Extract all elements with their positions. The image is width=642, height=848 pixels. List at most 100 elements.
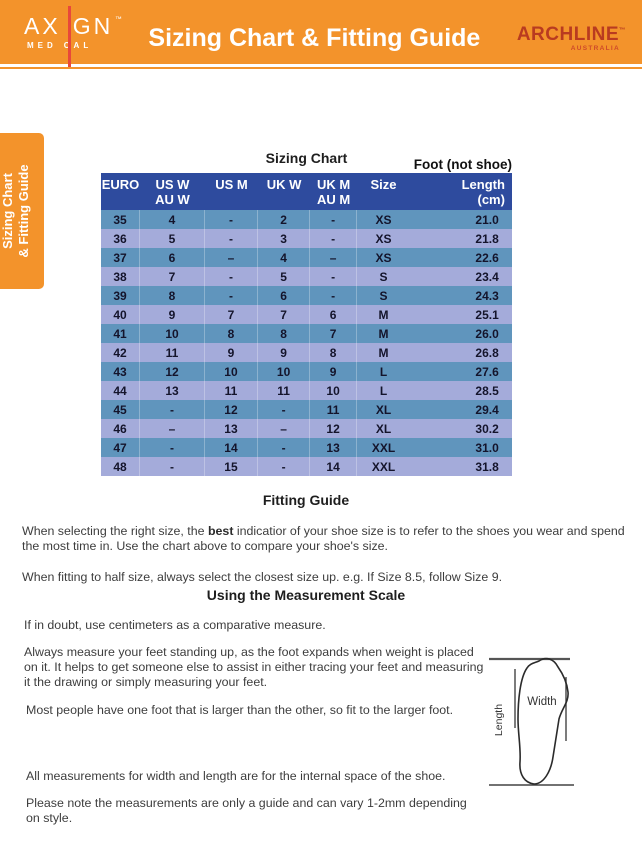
- table-cell: XS: [375, 231, 392, 246]
- table-cell: 48: [101, 457, 141, 476]
- axign-medical-logo: AX GN ™ MED CAL: [24, 6, 136, 68]
- table-cell: 26.0: [475, 326, 499, 341]
- diagram-length-label: Length: [493, 704, 505, 736]
- table-cell: 43: [101, 362, 141, 381]
- table-cell: 8: [258, 324, 311, 343]
- measurement-paragraph-2: Always measure your feet standing up, as…: [24, 645, 484, 690]
- table-cell: 11: [205, 381, 258, 400]
- table-cell: 27.6: [475, 364, 499, 379]
- table-cell: 21.8: [475, 231, 499, 246]
- sizing-chart-title: Sizing Chart: [265, 150, 348, 166]
- table-cell: –: [310, 248, 358, 267]
- fitting-guide-paragraph-2: When fitting to half size, always select…: [22, 570, 503, 585]
- table-cell: 38: [101, 267, 141, 286]
- table-cell: 39: [101, 286, 141, 305]
- axign-wordmark: AX GN ™: [24, 13, 125, 39]
- table-row: 41 10 8 8 7 M 26.0: [101, 324, 512, 343]
- archline-wordmark: ARCHLINE™: [516, 24, 626, 45]
- table-cell: 9: [310, 362, 358, 381]
- table-cell: 6: [258, 286, 311, 305]
- table-cell: 25.1: [475, 307, 499, 322]
- table-cell: -: [140, 400, 205, 419]
- table-row: 47-14-13 XXL 31.0: [101, 438, 512, 457]
- archline-subtitle: AUSTRALIA: [570, 45, 620, 52]
- measurement-paragraph-1: If in doubt, use centimeters as a compar…: [24, 618, 326, 633]
- table-cell: 2: [258, 210, 311, 229]
- table-cell: -: [205, 229, 258, 248]
- table-cell: S: [379, 269, 388, 284]
- table-cell: -: [258, 438, 311, 457]
- table-cell: 11: [310, 400, 358, 419]
- table-cell: XS: [375, 212, 392, 227]
- table-cell: L: [379, 364, 388, 379]
- table-cell: XXL: [371, 459, 396, 474]
- sizing-table-header: EURO US W AU W US M UK W UK M AU M Size Le…: [101, 173, 512, 210]
- table-cell-spacer: [410, 381, 462, 400]
- axign-logo-line: [68, 6, 71, 68]
- table-cell: 41: [101, 324, 141, 343]
- table-cell: 4: [258, 248, 311, 267]
- table-cell-spacer: [410, 305, 462, 324]
- column-header-us-m: US M: [215, 177, 248, 192]
- column-header-spacer: [410, 173, 462, 210]
- side-tab-sizing-chart: Sizing Chart & Fitting Guide: [0, 133, 44, 289]
- table-cell: -: [310, 210, 358, 229]
- table-cell: 35: [101, 210, 141, 229]
- header-banner: AX GN ™ MED CAL Sizing Chart & Fitting Guid…: [0, 0, 642, 68]
- header-divider: [0, 67, 642, 69]
- table-cell: 24.3: [475, 288, 499, 303]
- table-cell-spacer: [410, 362, 462, 381]
- table-cell: XL: [375, 421, 392, 436]
- table-cell: 4: [140, 210, 205, 229]
- table-cell: 10: [140, 324, 205, 343]
- table-cell: 6: [140, 248, 205, 267]
- table-cell: 21.0: [475, 212, 499, 227]
- foot-outline: [517, 657, 569, 785]
- sizing-table-body: 35 4-2- XS 21.0 36 5-3- XS 21.8 37 6–4– XS 22.6 38 7-…: [101, 210, 512, 476]
- table-cell: S: [379, 288, 388, 303]
- table-cell: 22.6: [475, 250, 499, 265]
- table-cell: L: [379, 383, 388, 398]
- table-cell: 12: [310, 419, 358, 438]
- table-cell: -: [258, 400, 311, 419]
- table-cell: 26.8: [475, 345, 499, 360]
- table-cell: 46: [101, 419, 141, 438]
- table-cell: 12: [205, 400, 258, 419]
- table-cell-spacer: [410, 343, 462, 362]
- table-cell-spacer: [410, 286, 462, 305]
- table-cell: 13: [205, 419, 258, 438]
- table-cell: 7: [205, 305, 258, 324]
- table-row: 48-15-14 XXL 31.8: [101, 457, 512, 476]
- table-cell: XXL: [371, 440, 396, 455]
- table-cell: –: [258, 419, 311, 438]
- column-header-euro: EURO: [101, 177, 140, 192]
- column-header-length: Length (cm): [461, 177, 505, 207]
- table-cell: 14: [310, 457, 358, 476]
- table-cell: XS: [375, 250, 392, 265]
- table-cell: M: [378, 307, 389, 322]
- column-header-uk-w: UK W: [266, 177, 302, 192]
- table-row: 40 9 7 7 6 M 25.1: [101, 305, 512, 324]
- archline-logo: ARCHLINE™ AUSTRALIA: [517, 25, 626, 52]
- table-cell: 11: [140, 343, 205, 362]
- table-cell: -: [205, 286, 258, 305]
- table-cell: 5: [258, 267, 311, 286]
- table-row: 44 13 11 11 10 L 28.5: [101, 381, 512, 400]
- table-cell: 9: [205, 343, 258, 362]
- sizing-table: EURO US W AU W US M UK W UK M AU M Size Le…: [101, 173, 512, 476]
- table-cell: 29.4: [475, 402, 499, 417]
- diagram-width-label: Width: [527, 696, 556, 708]
- table-cell: M: [378, 326, 389, 341]
- table-cell: 31.8: [475, 459, 499, 474]
- table-cell: -: [310, 267, 358, 286]
- table-cell: 10: [258, 362, 311, 381]
- column-header-uk-m: UK M AU M: [316, 177, 351, 207]
- table-cell: –: [140, 419, 205, 438]
- measurement-paragraph-3: Most people have one foot that is larger…: [26, 703, 454, 718]
- measurement-paragraph-4: All measurements for width and length ar…: [26, 769, 446, 784]
- table-cell: 10: [205, 362, 258, 381]
- column-header-size: Size: [370, 177, 397, 192]
- table-row: 45-12-11 XL 29.4: [101, 400, 512, 419]
- table-cell: 7: [140, 267, 205, 286]
- fitting-guide-paragraph-1: When selecting the right size, the best …: [22, 524, 625, 554]
